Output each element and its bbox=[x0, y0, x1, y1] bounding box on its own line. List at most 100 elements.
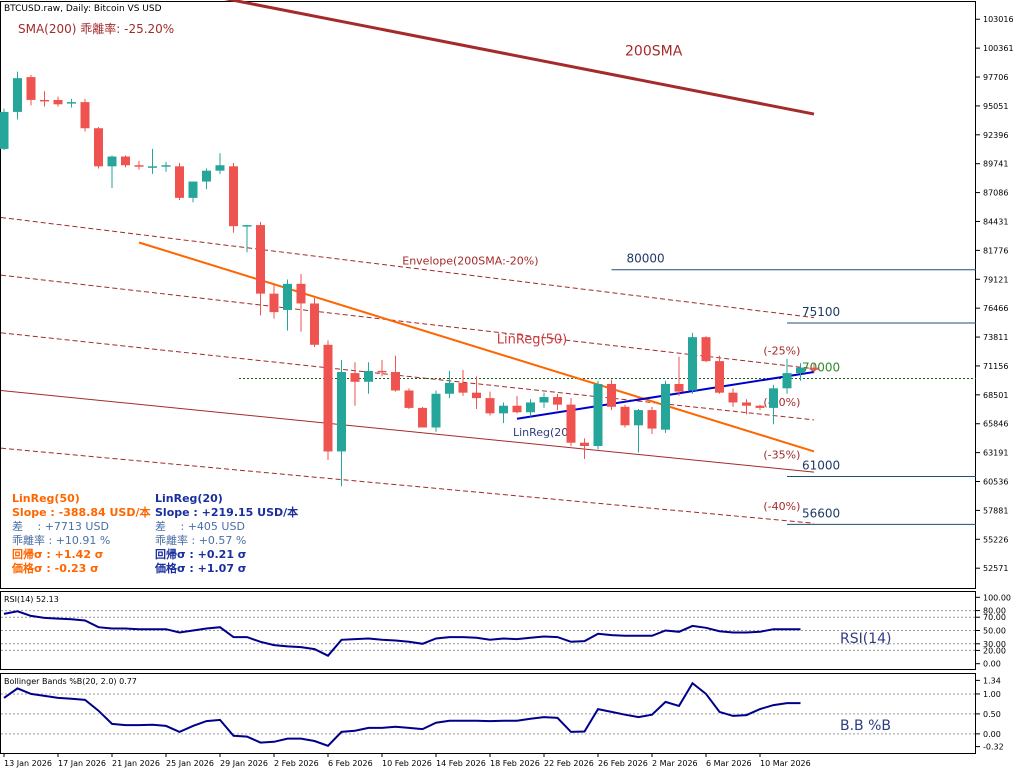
level-label: 56600 bbox=[802, 506, 840, 520]
level-label: 61000 bbox=[802, 458, 840, 472]
candle-body-bear bbox=[175, 166, 184, 198]
linreg50-stats-price-sigma: 価格σ : -0.23 σ bbox=[11, 561, 99, 575]
x-tick-label: 17 Jan 2026 bbox=[58, 759, 106, 768]
linreg20-stats-diff: 差 : +405 USD bbox=[155, 519, 245, 533]
rsi-y-tick-label: 50.00 bbox=[983, 627, 1006, 636]
candle-body-bull bbox=[445, 382, 454, 394]
candle-body-bear bbox=[229, 166, 238, 227]
candle-body-bear bbox=[566, 404, 576, 443]
candle-body-bull bbox=[67, 102, 76, 104]
sma200-line bbox=[224, 0, 815, 116]
main-y-tick-label: 68501 bbox=[983, 391, 1008, 400]
linreg50-label: LinReg(50) bbox=[497, 333, 567, 348]
candle-body-bull bbox=[148, 166, 157, 168]
envelope-30-label: (-30%) bbox=[763, 396, 800, 409]
x-tick-label: 2 Feb 2026 bbox=[274, 759, 319, 768]
rsi-title: RSI(14) 52.13 bbox=[4, 595, 59, 604]
main-y-tick-label: 52571 bbox=[983, 564, 1008, 573]
x-tick-label: 25 Jan 2026 bbox=[166, 759, 214, 768]
x-tick-label: 14 Feb 2026 bbox=[436, 759, 486, 768]
candle-body-bull bbox=[526, 402, 535, 413]
candle-body-bear bbox=[485, 398, 495, 414]
envelope-20-label: Envelope(200SMA:-20%) bbox=[402, 254, 538, 267]
main-y-tick-label: 95051 bbox=[983, 102, 1008, 111]
dotted-level-label: 70000 bbox=[802, 361, 840, 375]
main-y-tick-label: 55226 bbox=[983, 535, 1008, 544]
linreg20-stats-slope: Slope : +219.15 USD/本 bbox=[155, 505, 298, 519]
envelope-25-label: (-25%) bbox=[763, 344, 800, 357]
envelope-line bbox=[0, 332, 815, 421]
candle-body-bear bbox=[418, 407, 427, 428]
envelope-40-label: (-40%) bbox=[763, 500, 800, 513]
main-y-tick-label: 81776 bbox=[983, 246, 1008, 255]
bb-series-label: B.B %B bbox=[840, 718, 891, 734]
candle-body-bull bbox=[202, 170, 211, 182]
candle-body-bear bbox=[742, 402, 751, 406]
rsi-y-tick-label: 30.00 bbox=[983, 640, 1006, 649]
candle-body-bear bbox=[472, 392, 481, 399]
candle-body-bull bbox=[107, 156, 117, 167]
linreg50-stats-title: LinReg(50) bbox=[12, 492, 80, 505]
x-tick-label: 10 Mar 2026 bbox=[760, 759, 811, 768]
rsi-y-tick-label: 80.00 bbox=[983, 607, 1006, 616]
linreg50-stats-slope: Slope : -388.84 USD/本 bbox=[12, 505, 151, 519]
candle-body-bear bbox=[80, 102, 90, 129]
bb-title: Bollinger Bands %B(20, 2.0) 0.77 bbox=[4, 677, 137, 686]
linreg20-stats-deviation: 乖離率 : +0.57 % bbox=[155, 533, 246, 547]
indicator-layer bbox=[3, 610, 801, 747]
candle-body-bear bbox=[674, 383, 684, 392]
candle-body-bull bbox=[431, 393, 441, 428]
x-tick-label: 2 Mar 2026 bbox=[652, 759, 698, 768]
main-y-tick-label: 87086 bbox=[983, 189, 1008, 198]
linreg50-stats-diff: 差 : +7713 USD bbox=[12, 519, 109, 533]
candle-body-bull bbox=[215, 165, 225, 171]
candle-body-bear bbox=[134, 165, 144, 167]
candle-body-bear bbox=[323, 344, 333, 452]
candle-body-bear bbox=[53, 99, 63, 105]
envelope-line bbox=[0, 216, 815, 319]
candle-body-bull bbox=[364, 370, 373, 382]
candle-body-bear bbox=[94, 128, 103, 167]
linreg20-stats-reg-sigma: 回帰σ : +0.21 σ bbox=[155, 547, 246, 561]
candle-body-bear bbox=[458, 382, 468, 393]
candle-body-bull bbox=[661, 383, 670, 430]
candle-body-bear bbox=[647, 410, 657, 429]
rsi-y-tick-label: 20.00 bbox=[983, 646, 1006, 655]
x-tick-label: 18 Feb 2026 bbox=[490, 759, 540, 768]
candle-body-bear bbox=[391, 371, 400, 391]
linreg50-stats: LinReg(50) Slope : -388.84 USD/本 差 : +77… bbox=[11, 492, 151, 575]
level-label: 75100 bbox=[802, 305, 840, 319]
candle-body-bull bbox=[796, 367, 805, 374]
linreg50-stats-deviation: 乖離率 : +10.91 % bbox=[12, 533, 110, 547]
bb-y-tick-label: 1.34 bbox=[983, 676, 1001, 685]
candle-body-bull bbox=[242, 225, 252, 227]
main-y-tick-label: 57881 bbox=[983, 506, 1008, 515]
candle-body-bear bbox=[296, 283, 306, 304]
main-y-tick-label: 63191 bbox=[983, 449, 1008, 458]
main-y-tick-label: 65846 bbox=[983, 420, 1008, 429]
x-tick-label: 26 Feb 2026 bbox=[598, 759, 648, 768]
x-tick-label: 22 Feb 2026 bbox=[544, 759, 594, 768]
axis-layer: 103016 100361 97706 95051 92396 89741 87086 844… bbox=[3, 15, 1014, 768]
candle-body-bear bbox=[553, 397, 562, 405]
main-y-tick-label: 79121 bbox=[983, 275, 1008, 284]
main-y-tick-label: 76466 bbox=[983, 304, 1008, 313]
rsi-y-tick-label: 0.00 bbox=[983, 660, 1001, 669]
candle-body-bull bbox=[188, 181, 198, 198]
candle-body-bull bbox=[593, 383, 603, 446]
bb-y-tick-label: -0.32 bbox=[983, 743, 1004, 752]
candle-body-bull bbox=[688, 337, 697, 391]
main-y-tick-label: 97706 bbox=[983, 73, 1008, 82]
linreg20-stats: LinReg(20) Slope : +219.15 USD/本 差 : +40… bbox=[154, 492, 298, 575]
rsi-series-label: RSI(14) bbox=[840, 631, 891, 647]
candle-body-bear bbox=[580, 442, 589, 446]
main-y-tick-label: 60536 bbox=[983, 478, 1008, 487]
candle-body-bear bbox=[755, 405, 765, 408]
candle-body-bear bbox=[40, 99, 49, 102]
x-tick-label: 29 Jan 2026 bbox=[220, 759, 268, 768]
sma-deviation-caption: SMA(200) 乖離率: -25.20% bbox=[18, 21, 174, 36]
candle-body-bear bbox=[377, 370, 387, 373]
candle-body-bull bbox=[13, 78, 22, 112]
rsi-y-tick-label: 70.00 bbox=[983, 613, 1006, 622]
